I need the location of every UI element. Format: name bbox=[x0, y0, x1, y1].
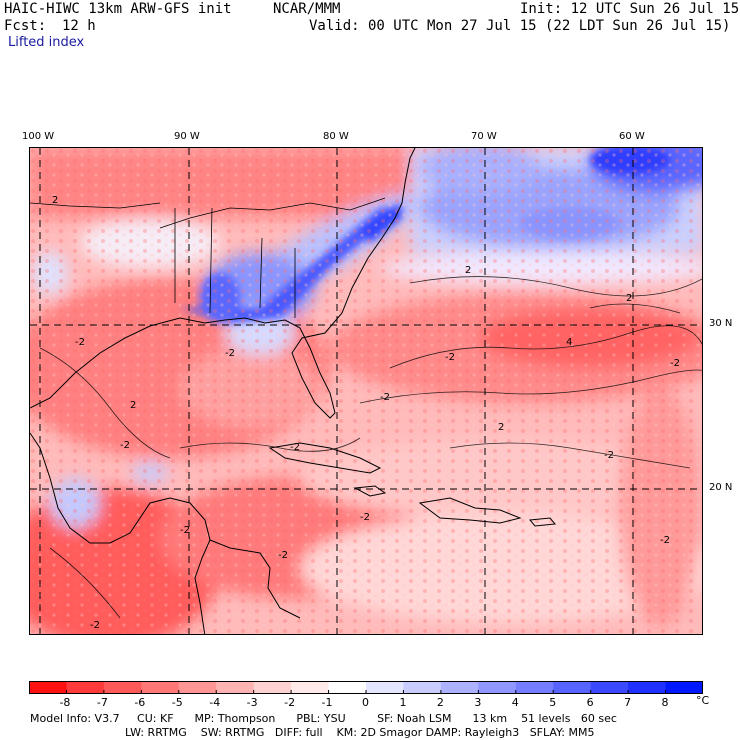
contour-label: -2 bbox=[120, 440, 130, 451]
forecast-hour: 12 h bbox=[62, 18, 96, 34]
contour-label: 2 bbox=[130, 400, 136, 411]
colorbar bbox=[29, 681, 703, 694]
field-name: Lifted index bbox=[8, 35, 85, 50]
contour-label: 4 bbox=[566, 337, 572, 348]
lifted-index-map: 2 -2 2 4 -2 2 -2 2 -2 -2 -2 -2 -2 -2 -2 … bbox=[29, 147, 703, 635]
colorbar-swatch bbox=[628, 681, 667, 694]
colorbar-swatch bbox=[328, 681, 367, 694]
colorbar-swatch bbox=[665, 681, 703, 694]
lat-label-20n: 20 N bbox=[709, 482, 733, 493]
colorbar-tick-label: 5 bbox=[549, 696, 557, 709]
colorbar-tick-label: 3 bbox=[474, 696, 482, 709]
colorbar-tick-label: -4 bbox=[209, 696, 221, 709]
contour-label: -2 bbox=[278, 550, 288, 561]
contour-label: -2 bbox=[90, 620, 100, 631]
colorbar-unit: °C bbox=[696, 694, 710, 707]
colorbar-swatch bbox=[440, 681, 479, 694]
lon-label-100w: 100 W bbox=[22, 131, 55, 142]
lat-lon-grid bbox=[30, 148, 702, 634]
contour-label: 2 bbox=[52, 195, 58, 206]
contour-label: -2 bbox=[225, 348, 235, 359]
colorbar-swatch bbox=[291, 681, 330, 694]
colorbar-swatch bbox=[141, 681, 180, 694]
colorbar-swatch bbox=[590, 681, 629, 694]
contour-label: -2 bbox=[360, 512, 370, 523]
colorbar-swatch bbox=[29, 681, 67, 694]
colorbar-tick-label: 4 bbox=[511, 696, 519, 709]
lon-label-70w: 70 W bbox=[471, 131, 497, 142]
contour-label: -2 bbox=[380, 392, 390, 403]
lon-label-80w: 80 W bbox=[323, 131, 349, 142]
lon-label-90w: 90 W bbox=[174, 131, 200, 142]
model-info-line-1: Model Info: V3.7 CU: KF MP: Thompson PBL… bbox=[30, 712, 617, 725]
contour-label: 2 bbox=[498, 422, 504, 433]
contour-label: -2 bbox=[445, 352, 455, 363]
colorbar-swatch bbox=[103, 681, 142, 694]
colorbar-tick-label: -7 bbox=[96, 696, 108, 709]
colorbar-tick-label: 0 bbox=[362, 696, 369, 709]
colorbar-swatch bbox=[478, 681, 517, 694]
colorbar-tick-label: -8 bbox=[59, 696, 71, 709]
lat-label-30n: 30 N bbox=[709, 318, 733, 329]
colorbar-swatch bbox=[216, 681, 255, 694]
valid-time: Valid: 00 UTC Mon 27 Jul 15 (22 LDT Sun … bbox=[309, 18, 731, 34]
contour-label: -2 bbox=[180, 525, 190, 536]
lon-label-60w: 60 W bbox=[619, 131, 645, 142]
contour-label: 2 bbox=[465, 265, 471, 276]
colorbar-tick-label: -3 bbox=[246, 696, 258, 709]
colorbar-swatch bbox=[553, 681, 592, 694]
colorbar-swatch bbox=[253, 681, 292, 694]
colorbar-swatch bbox=[366, 681, 404, 694]
colorbar-swatch bbox=[178, 681, 217, 694]
contour-label: -2 bbox=[290, 442, 300, 453]
colorbar-swatch bbox=[403, 681, 442, 694]
contour-label: -2 bbox=[604, 450, 614, 461]
colorbar-tick-label: -2 bbox=[284, 696, 296, 709]
contour-label: -2 bbox=[670, 358, 680, 369]
colorbar-tick-label: -6 bbox=[134, 696, 146, 709]
colorbar-tick-label: -1 bbox=[321, 696, 333, 709]
colorbar-tick-label: 1 bbox=[399, 696, 407, 709]
init-time: Init: 12 UTC Sun 26 Jul 15 bbox=[520, 1, 740, 17]
model-title: HAIC-HIWC 13km ARW-GFS init bbox=[4, 1, 232, 17]
colorbar-tick-label: 2 bbox=[436, 696, 444, 709]
contour-label: -2 bbox=[75, 337, 85, 348]
contour-label: 2 bbox=[626, 293, 632, 304]
colorbar-swatch bbox=[515, 681, 554, 694]
colorbar-tick-label: 8 bbox=[661, 696, 669, 709]
colorbar-tick-label: 6 bbox=[586, 696, 594, 709]
forecast-label: Fcst: bbox=[4, 18, 47, 34]
contour-label: -2 bbox=[660, 535, 670, 546]
colorbar-swatch bbox=[66, 681, 105, 694]
li-contours bbox=[39, 276, 702, 619]
colorbar-tick-label: -5 bbox=[171, 696, 183, 709]
model-info-line-2: LW: RRTMG SW: RRTMG DIFF: full KM: 2D Sm… bbox=[125, 726, 595, 739]
organization: NCAR/MMM bbox=[273, 1, 341, 17]
colorbar-tick-label: 7 bbox=[624, 696, 632, 709]
